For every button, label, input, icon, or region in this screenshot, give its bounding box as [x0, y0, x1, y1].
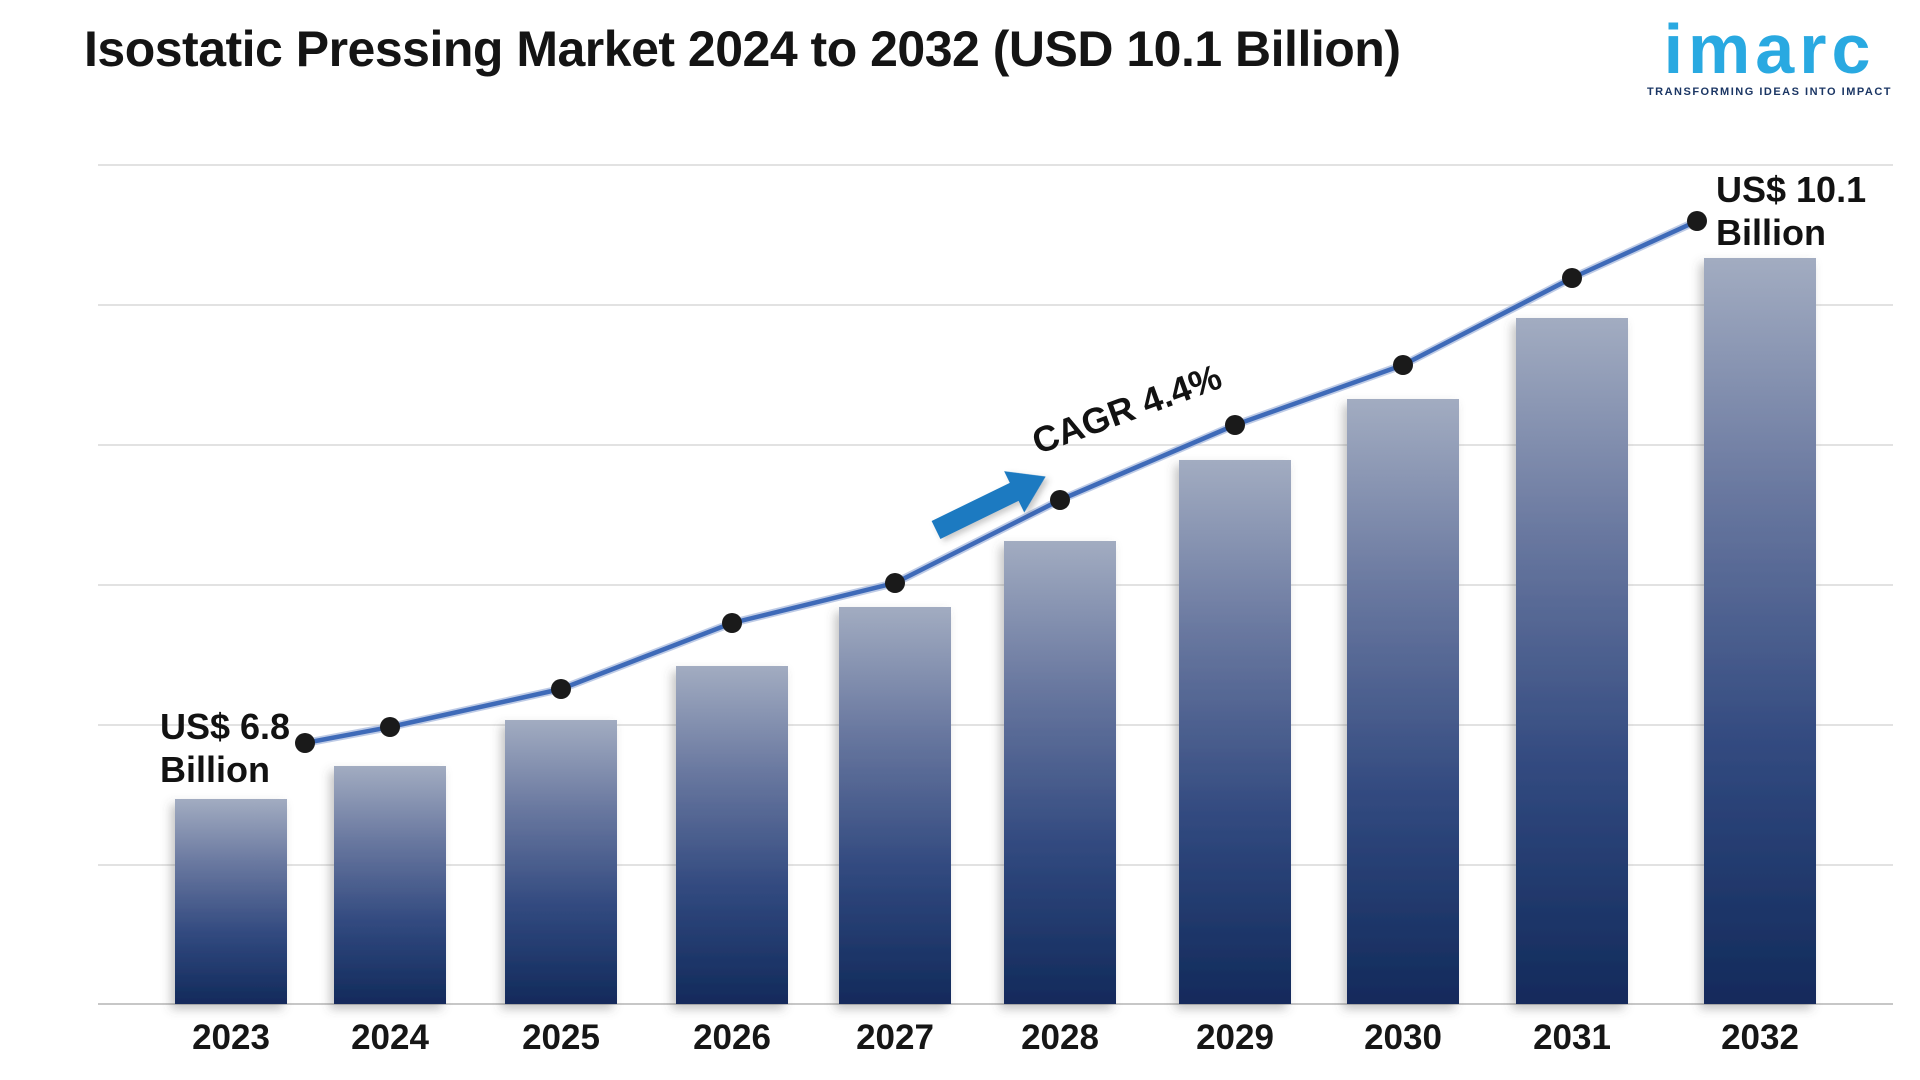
data-point-2030	[1393, 355, 1413, 375]
x-axis-label-2023: 2023	[192, 1018, 270, 1057]
bar-2026	[676, 666, 788, 1004]
end-value-line1: US$ 10.1	[1716, 169, 1867, 210]
imarc-logo: imarc TRANSFORMING IDEAS INTO IMPACT	[1646, 10, 1892, 98]
bar-2031	[1516, 318, 1628, 1004]
imarc-wordmark: imarc	[1663, 10, 1876, 88]
data-point-2027	[885, 573, 905, 593]
x-axis-label-2028: 2028	[1021, 1018, 1099, 1057]
x-axis-label-2025: 2025	[522, 1018, 600, 1057]
page-title: Isostatic Pressing Market 2024 to 2032 (…	[84, 21, 1401, 77]
x-axis-label-2026: 2026	[693, 1018, 771, 1057]
end-value-line2: Billion	[1716, 212, 1826, 254]
x-axis-label-2029: 2029	[1196, 1018, 1274, 1057]
imarc-tagline: TRANSFORMING IDEAS INTO IMPACT	[1646, 85, 1892, 98]
bar-2024	[334, 766, 446, 1004]
cagr-arrow-icon	[931, 471, 1046, 539]
data-point-2029	[1225, 415, 1245, 435]
x-axis-label-2024: 2024	[351, 1018, 429, 1057]
end-value-annotation: US$ 10.1 Billion	[1716, 168, 1866, 254]
bar-2032	[1704, 258, 1816, 1004]
x-axis-label-2027: 2027	[856, 1018, 934, 1057]
x-axis-labels-group: 2023 2024 2025 2026 2027 2028 2029 2030 2031 2032	[192, 1018, 1799, 1057]
bar-2027	[839, 607, 951, 1004]
data-point-2032	[1687, 211, 1707, 231]
start-value-annotation: US$ 6.8 Billion	[160, 705, 290, 791]
data-point-2025	[551, 679, 571, 699]
bar-2028	[1004, 541, 1116, 1004]
start-value-line2: Billion	[160, 749, 270, 791]
trend-line-casing	[301, 217, 1701, 747]
x-axis-label-2030: 2030	[1364, 1018, 1442, 1057]
trend-line-group	[295, 211, 1707, 753]
start-value-line1: US$ 6.8	[160, 706, 291, 747]
x-axis-label-2031: 2031	[1533, 1018, 1611, 1057]
trend-line	[302, 218, 1700, 746]
data-point-2026	[722, 613, 742, 633]
bar-2023	[175, 799, 287, 1004]
data-point-2023	[295, 733, 315, 753]
data-point-2031	[1562, 268, 1582, 288]
bar-2025	[505, 720, 617, 1004]
bar-2029	[1179, 460, 1291, 1004]
data-point-2024	[380, 717, 400, 737]
data-point-2028	[1050, 490, 1070, 510]
x-axis-label-2032: 2032	[1721, 1018, 1799, 1057]
bar-2030	[1347, 399, 1459, 1004]
bars-group	[175, 258, 1816, 1004]
